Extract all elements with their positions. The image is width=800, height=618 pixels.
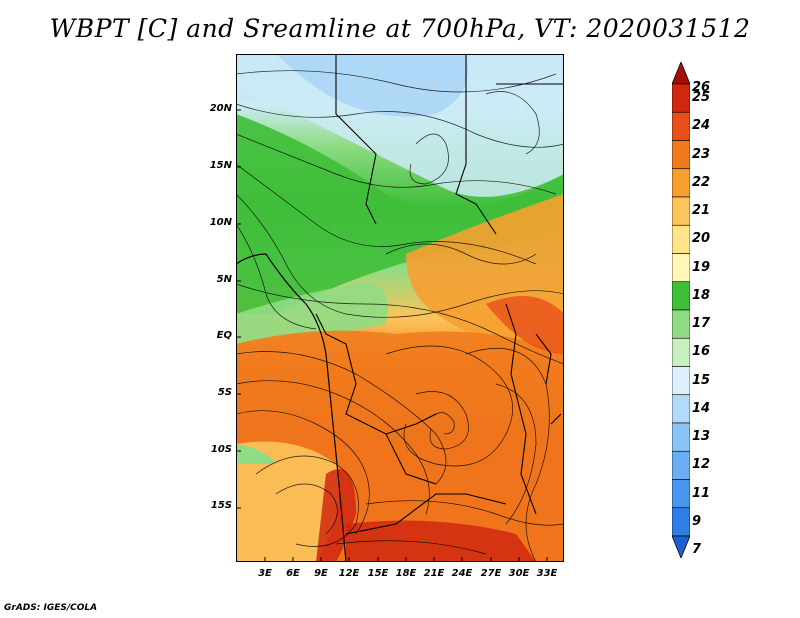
colorbar-label: 12: [692, 457, 711, 473]
lat-label-15s: 15S: [210, 500, 232, 511]
lon-label-33e: 33E: [536, 568, 558, 579]
lon-label-3e: 3E: [258, 568, 272, 579]
colorbar-label: 26: [692, 80, 711, 95]
colorbar-segment: [672, 309, 690, 339]
lat-label-20n: 20N: [209, 103, 232, 114]
colorbar-label: 14: [692, 400, 711, 416]
colorbar-segment: [672, 140, 690, 170]
colorbar-label: 15: [692, 372, 711, 388]
lat-label-5s: 5S: [217, 387, 232, 398]
lat-label-15n: 15N: [209, 160, 232, 171]
wbpt-map: [236, 54, 564, 562]
lat-label-10n: 10N: [209, 217, 232, 228]
colorbar-label: 7: [692, 542, 702, 558]
lon-label-21e: 21E: [423, 568, 445, 579]
lon-label-9e: 9E: [314, 568, 328, 579]
colorbar-label: 13: [692, 429, 711, 445]
lon-label-18e: 18E: [395, 568, 417, 579]
colorbar-label: 20: [692, 231, 711, 247]
colorbar-segment: [672, 479, 690, 509]
colorbar-segment: [672, 507, 690, 537]
map-panel: [236, 54, 564, 562]
lon-label-24e: 24E: [451, 568, 473, 579]
lon-label-12e: 12E: [338, 568, 360, 579]
colorbar-segment: [672, 62, 690, 85]
colorbar-segment: [672, 422, 690, 452]
colorbar-segment: [672, 535, 690, 558]
colorbar-label: 25: [692, 90, 711, 106]
colorbar-segment: [672, 253, 690, 283]
colorbar-label: 11: [692, 485, 711, 501]
map-title: WBPT [C] and Sreamline at 700hPa, VT: 20…: [49, 14, 751, 43]
colorbar-segment: [672, 168, 690, 198]
colorbar-label: 17: [692, 316, 711, 332]
colorbar-label: 24: [692, 118, 711, 134]
colorbar-segment: [672, 366, 690, 396]
colorbar-segment: [672, 224, 690, 254]
lat-label-5n: 5N: [216, 274, 232, 285]
lon-label-6e: 6E: [286, 568, 300, 579]
colorbar-label: 18: [692, 287, 711, 303]
colorbar-segment: [672, 196, 690, 226]
colorbar-label: 16: [692, 344, 711, 360]
colorbar-label: 22: [692, 174, 711, 190]
colorbar-segment: [672, 83, 690, 113]
lat-label-10s: 10S: [210, 444, 232, 455]
colorbar-segment: [672, 111, 690, 141]
lat-label-eq: EQ: [216, 330, 232, 341]
colorbar-segment: [672, 394, 690, 424]
colorbar: [672, 62, 690, 558]
colorbar-segment: [672, 450, 690, 480]
colorbar-label: 21: [692, 203, 711, 219]
colorbar-label: 19: [692, 259, 711, 275]
lon-label-30e: 30E: [508, 568, 530, 579]
colorbar-label: 9: [692, 513, 702, 529]
lon-label-15e: 15E: [367, 568, 389, 579]
colorbar-label: 23: [692, 146, 711, 162]
colorbar-segment: [672, 281, 690, 311]
grads-credit: GrADS: IGES/COLA: [4, 603, 98, 613]
lon-label-27e: 27E: [480, 568, 502, 579]
colorbar-segment: [672, 337, 690, 367]
